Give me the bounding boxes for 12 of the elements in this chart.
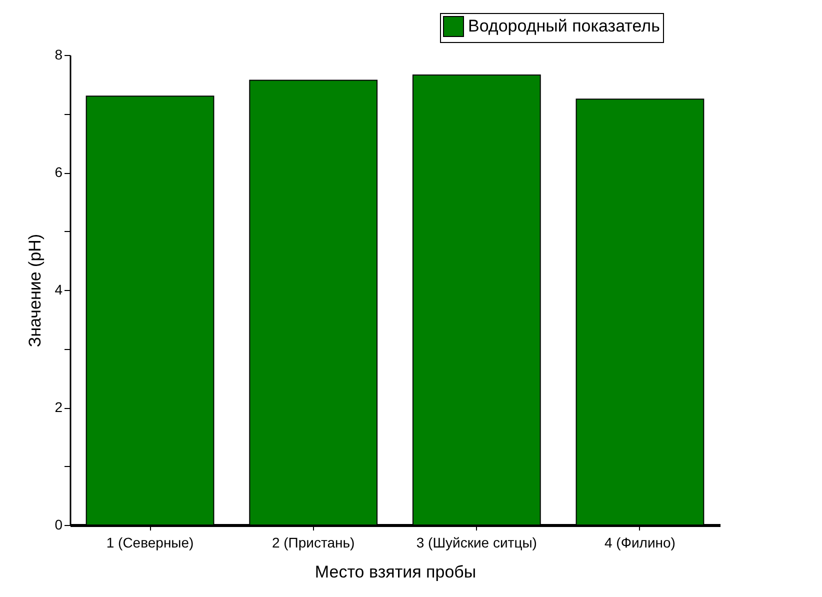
y-tick-label: 4 [54, 282, 63, 298]
y-tick-label: 6 [54, 164, 63, 180]
y-tick-label: 0 [54, 516, 63, 532]
x-tick-label: 3 (Шуйские ситцы) [416, 534, 537, 550]
y-tick-label: 2 [54, 399, 63, 415]
x-tick-label: 2 (Пристань) [272, 534, 355, 550]
x-axis-title: Место взятия пробы [314, 562, 476, 582]
y-axis-title: Значение (pH) [26, 234, 45, 348]
y-tick-label: 8 [54, 46, 63, 62]
x-tick-label: 4 (Филино) [604, 534, 676, 550]
legend-label: Водородный показатель [468, 16, 660, 36]
x-tick-label: 1 (Северные) [106, 534, 194, 550]
